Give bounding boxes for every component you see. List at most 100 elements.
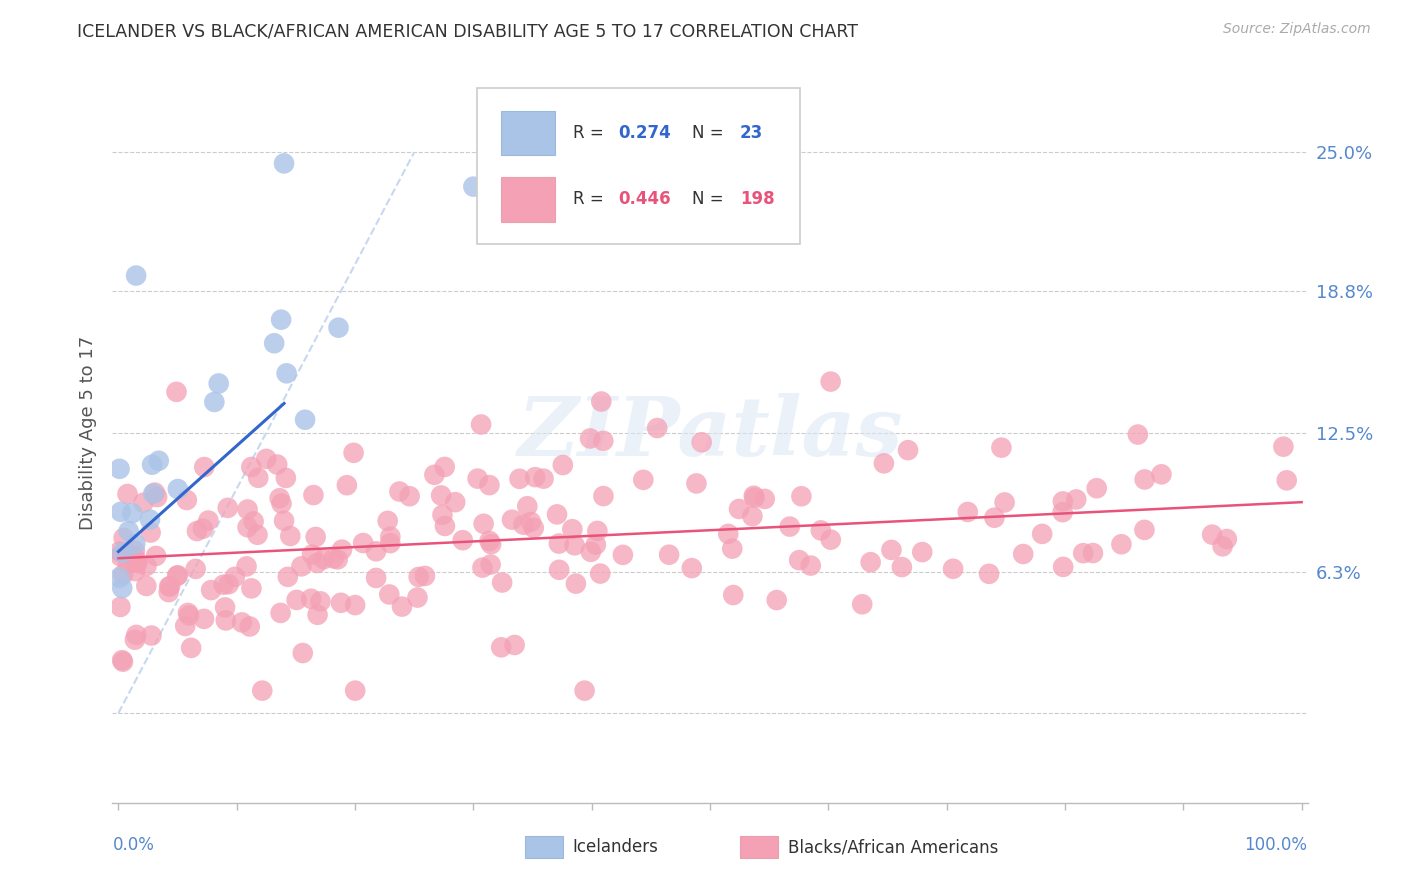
Point <box>561 522 583 536</box>
Point <box>1012 547 1035 561</box>
Point <box>117 557 139 571</box>
Text: N =: N = <box>692 124 728 142</box>
Point <box>503 638 526 652</box>
Point <box>990 441 1012 455</box>
Point <box>800 558 823 573</box>
Point <box>276 367 298 381</box>
Point <box>302 488 325 502</box>
Point <box>326 552 349 566</box>
Point <box>277 570 299 584</box>
Text: 0.274: 0.274 <box>619 124 671 142</box>
Point <box>380 536 402 550</box>
Point <box>501 513 523 527</box>
Point <box>330 542 353 557</box>
Point <box>548 536 571 550</box>
Point <box>377 514 399 528</box>
Point <box>1150 467 1173 482</box>
Point <box>721 541 744 556</box>
Point <box>193 460 215 475</box>
Point <box>430 488 453 502</box>
Point <box>146 490 169 504</box>
Point <box>388 484 411 499</box>
Point <box>391 599 413 614</box>
Text: 0.446: 0.446 <box>619 190 671 209</box>
Point <box>236 502 259 516</box>
Point <box>723 588 745 602</box>
Point <box>478 478 501 492</box>
Point <box>463 179 485 194</box>
Point <box>111 581 134 595</box>
Point <box>252 683 274 698</box>
Point <box>132 496 155 510</box>
Point <box>489 640 512 655</box>
Point <box>273 156 295 170</box>
Point <box>433 459 456 474</box>
Point <box>176 493 198 508</box>
Point <box>157 585 180 599</box>
Point <box>1201 527 1223 541</box>
Point <box>1272 440 1295 454</box>
Point <box>551 458 574 472</box>
Point <box>754 491 776 506</box>
Text: 0.0%: 0.0% <box>112 836 155 855</box>
Point <box>299 591 322 606</box>
Point <box>309 594 332 608</box>
Point <box>1052 560 1074 574</box>
Point <box>479 537 502 551</box>
Point <box>717 527 740 541</box>
Point <box>1071 546 1094 560</box>
Point <box>364 544 387 558</box>
Point <box>269 491 291 506</box>
Point <box>224 570 246 584</box>
Point <box>491 575 513 590</box>
Point <box>125 554 148 568</box>
Point <box>142 487 165 501</box>
Point <box>508 472 530 486</box>
Point <box>121 506 143 520</box>
Point <box>1212 539 1234 553</box>
Point <box>166 482 188 496</box>
Point <box>139 513 162 527</box>
Point <box>880 543 903 558</box>
Point <box>111 545 134 559</box>
FancyBboxPatch shape <box>501 111 554 155</box>
Point <box>1133 472 1156 486</box>
Point <box>240 582 263 596</box>
Point <box>1111 537 1133 551</box>
Point <box>141 628 163 642</box>
Point <box>197 514 219 528</box>
Point <box>478 533 501 548</box>
Point <box>242 515 264 529</box>
Point <box>645 421 668 435</box>
Point <box>121 549 143 563</box>
Point <box>790 489 813 503</box>
Point <box>820 533 842 547</box>
Point <box>451 533 474 548</box>
Point <box>344 598 367 612</box>
Point <box>977 566 1000 581</box>
Text: Blacks/African Americans: Blacks/African Americans <box>787 838 998 856</box>
Point <box>270 497 292 511</box>
Point <box>112 531 135 545</box>
Point <box>851 597 873 611</box>
Point <box>159 579 181 593</box>
Point <box>270 606 292 620</box>
Point <box>246 528 269 542</box>
Point <box>533 472 555 486</box>
Point <box>111 655 134 669</box>
Point <box>942 562 965 576</box>
Point <box>143 485 166 500</box>
Point <box>322 551 344 566</box>
Point <box>765 593 787 607</box>
Point <box>135 579 157 593</box>
Point <box>329 596 352 610</box>
Point <box>406 591 429 605</box>
Point <box>579 432 602 446</box>
Point <box>231 615 253 630</box>
Point <box>235 559 257 574</box>
Point <box>312 552 335 566</box>
Point <box>467 472 489 486</box>
Point <box>254 451 277 466</box>
Point <box>779 519 801 533</box>
Point <box>208 376 231 391</box>
